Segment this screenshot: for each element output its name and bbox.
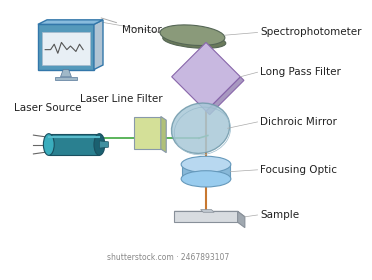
Polygon shape — [182, 164, 230, 179]
Polygon shape — [55, 77, 77, 80]
Text: Spectrophotometer: Spectrophotometer — [260, 27, 362, 38]
Polygon shape — [38, 20, 103, 24]
Ellipse shape — [181, 171, 231, 187]
Ellipse shape — [94, 134, 105, 155]
Ellipse shape — [181, 156, 231, 172]
Text: Monitor: Monitor — [101, 18, 162, 35]
Text: Laser Source: Laser Source — [13, 103, 81, 113]
Ellipse shape — [163, 33, 226, 48]
Polygon shape — [38, 24, 94, 69]
Text: Dichroic Mirror: Dichroic Mirror — [260, 117, 337, 127]
Polygon shape — [161, 116, 166, 153]
Text: shutterstock.com · 2467893107: shutterstock.com · 2467893107 — [107, 253, 229, 262]
Text: Laser Line Filter: Laser Line Filter — [80, 94, 162, 104]
Text: Sample: Sample — [260, 210, 299, 220]
Ellipse shape — [44, 134, 54, 155]
Polygon shape — [174, 211, 238, 222]
Polygon shape — [94, 20, 103, 69]
Polygon shape — [42, 32, 90, 65]
Polygon shape — [171, 42, 240, 111]
Polygon shape — [99, 141, 108, 148]
Polygon shape — [206, 77, 244, 115]
Polygon shape — [238, 211, 245, 228]
Polygon shape — [134, 116, 161, 149]
Polygon shape — [174, 211, 245, 217]
Polygon shape — [61, 69, 71, 77]
Text: Focusing Optic: Focusing Optic — [260, 165, 337, 175]
Ellipse shape — [160, 25, 225, 45]
Ellipse shape — [171, 103, 230, 153]
Polygon shape — [49, 134, 99, 155]
Text: Long Pass Filter: Long Pass Filter — [260, 67, 341, 77]
Polygon shape — [201, 209, 214, 212]
